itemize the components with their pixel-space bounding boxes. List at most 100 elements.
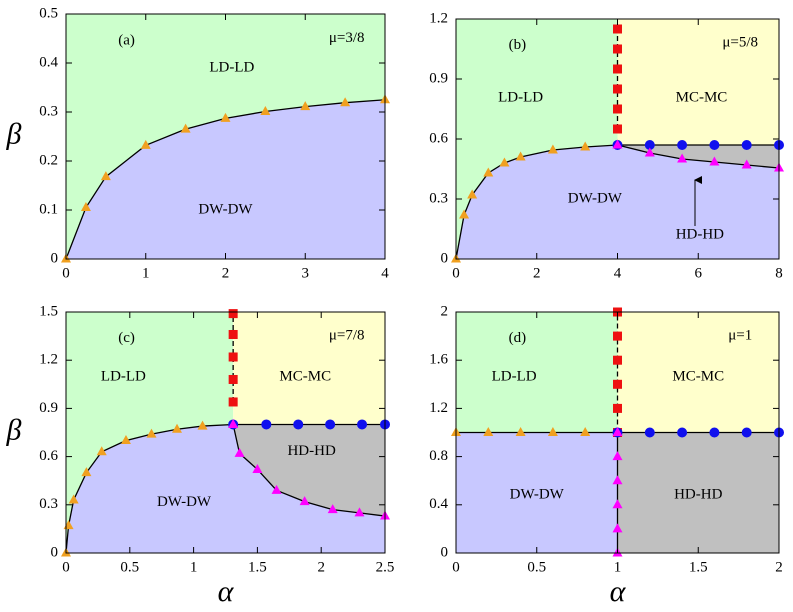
marker bbox=[613, 379, 622, 389]
boundary-line bbox=[65, 423, 234, 554]
panel-label: (b) bbox=[509, 37, 527, 53]
marker bbox=[547, 144, 558, 154]
region-label: DW-DW bbox=[568, 190, 623, 206]
marker bbox=[644, 147, 655, 157]
y-axis-label: β bbox=[6, 413, 22, 446]
marker bbox=[613, 331, 622, 341]
marker bbox=[613, 84, 622, 94]
y-tick-label: 1.2 bbox=[429, 400, 448, 416]
x-tick-label: 1 bbox=[142, 265, 150, 281]
annotation: μ=5/8 bbox=[722, 34, 758, 50]
marker bbox=[140, 139, 151, 149]
marker bbox=[180, 123, 191, 133]
annotation: μ=1 bbox=[728, 328, 752, 344]
marker bbox=[709, 140, 720, 150]
region bbox=[233, 424, 385, 517]
region bbox=[456, 432, 618, 553]
region-label: MC-MC bbox=[676, 90, 728, 106]
marker bbox=[96, 446, 107, 456]
region-label: HD-HD bbox=[676, 226, 724, 242]
x-tick-label: 0 bbox=[62, 559, 70, 575]
marker bbox=[644, 140, 655, 150]
marker bbox=[613, 124, 622, 134]
marker bbox=[741, 159, 752, 169]
boundary-line bbox=[617, 144, 780, 169]
panel: 0 0.5 1 1.5 2 2.5 0 0.3 0.6 0.9 1.2 1.5 LD-LD MC-MC HD… bbox=[6, 303, 395, 607]
y-tick-label: 0.5 bbox=[39, 5, 58, 21]
marker bbox=[357, 419, 368, 430]
region-label: HD-HD bbox=[674, 487, 722, 503]
marker bbox=[483, 167, 494, 177]
y-axis-label: β bbox=[6, 117, 22, 150]
x-axis-label: α bbox=[218, 575, 235, 608]
marker bbox=[234, 447, 245, 457]
marker bbox=[580, 141, 591, 151]
marker bbox=[612, 475, 623, 485]
x-tick-label: 1 bbox=[190, 559, 198, 575]
marker bbox=[741, 427, 752, 438]
marker bbox=[709, 427, 720, 438]
marker bbox=[300, 101, 311, 111]
marker bbox=[100, 171, 111, 181]
y-tick-label: 0.3 bbox=[429, 190, 448, 206]
marker bbox=[228, 397, 238, 407]
boundary-line bbox=[65, 99, 386, 260]
y-tick-label: 0.3 bbox=[39, 496, 58, 512]
marker bbox=[228, 418, 239, 428]
marker bbox=[228, 352, 238, 362]
marker bbox=[515, 151, 526, 161]
marker bbox=[459, 209, 470, 219]
y-tick-label: 0 bbox=[51, 544, 59, 560]
region bbox=[617, 432, 779, 553]
region-label: DW-DW bbox=[157, 494, 212, 510]
y-tick-label: 0.4 bbox=[39, 54, 58, 70]
annotation: μ=7/8 bbox=[329, 328, 365, 344]
marker bbox=[467, 189, 478, 199]
marker bbox=[612, 427, 623, 436]
x-tick-label: 8 bbox=[775, 265, 783, 281]
marker bbox=[228, 309, 238, 319]
marker bbox=[354, 507, 365, 517]
region bbox=[617, 312, 779, 433]
region bbox=[617, 145, 779, 168]
marker bbox=[80, 202, 91, 212]
x-tick-label: 3 bbox=[302, 265, 310, 281]
x-tick-label: 4 bbox=[381, 265, 389, 281]
y-tick-label: 0.9 bbox=[39, 400, 58, 416]
x-tick-label: 1.5 bbox=[248, 559, 267, 575]
marker bbox=[613, 64, 622, 74]
marker bbox=[547, 427, 558, 436]
region-label: LD-LD bbox=[498, 90, 543, 106]
marker bbox=[68, 494, 79, 504]
panel-label: (c) bbox=[118, 330, 135, 346]
region-label: DW-DW bbox=[510, 487, 565, 503]
panel: 0 2 4 6 8 0 0.3 0.6 0.9 1.2 LD-LD MC-MC HD-HD DW-DW (b… bbox=[429, 10, 784, 281]
marker bbox=[613, 24, 622, 34]
y-tick-label: 1.2 bbox=[39, 352, 58, 368]
marker bbox=[252, 463, 263, 473]
panel-label: (a) bbox=[118, 32, 135, 48]
marker bbox=[677, 427, 688, 438]
y-tick-label: 0 bbox=[441, 544, 449, 560]
y-tick-label: 0.6 bbox=[39, 448, 58, 464]
x-tick-label: 0 bbox=[452, 559, 460, 575]
region-label: MC-MC bbox=[672, 369, 724, 385]
y-tick-label: 1.6 bbox=[429, 352, 448, 368]
marker bbox=[261, 419, 272, 430]
y-tick-label: 1.2 bbox=[429, 10, 448, 26]
marker bbox=[612, 499, 623, 509]
marker bbox=[172, 423, 183, 433]
y-tick-label: 0.6 bbox=[429, 130, 448, 146]
marker bbox=[741, 140, 752, 150]
x-tick-label: 1.5 bbox=[689, 559, 708, 575]
panels: 0 1 2 3 4 0 0.1 0.2 0.3 0.4 0.5 LD-LD DW-DW (a) μ=3/8 β… bbox=[6, 5, 784, 608]
region bbox=[456, 312, 618, 433]
region bbox=[66, 424, 385, 553]
y-tick-label: 2 bbox=[441, 303, 449, 319]
marker bbox=[299, 496, 310, 506]
y-tick-label: 0.1 bbox=[39, 201, 58, 217]
marker bbox=[677, 153, 688, 163]
annotation: μ=3/8 bbox=[329, 30, 365, 46]
panel: 0 0.5 1 1.5 2 0 0.4 0.8 1.2 1.6 2 LD-LD MC-MC DW-DW HD… bbox=[429, 303, 784, 608]
x-tick-label: 2 bbox=[533, 265, 541, 281]
